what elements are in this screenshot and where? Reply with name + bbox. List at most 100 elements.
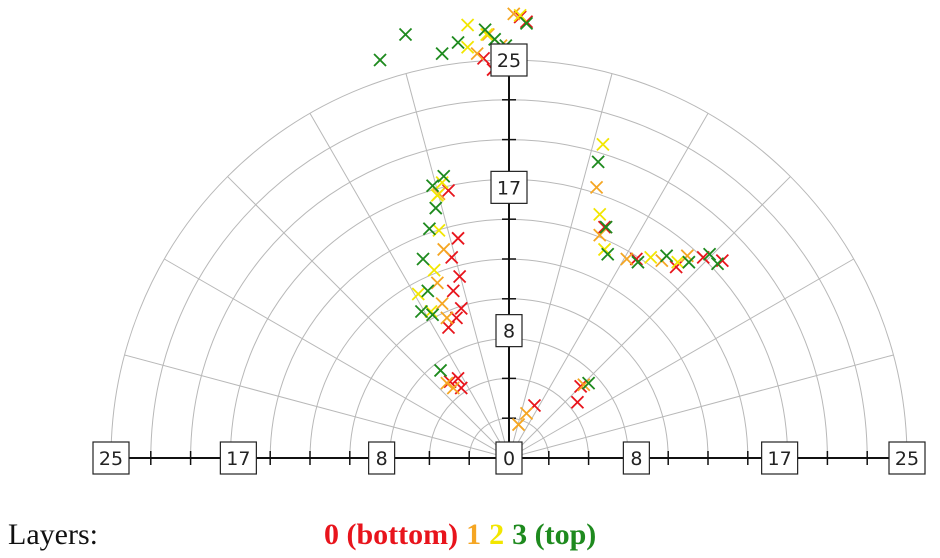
- point-layer2-2: [427, 263, 441, 277]
- point-layer0-20: [669, 260, 683, 274]
- tick-label-up-17: 17: [490, 170, 528, 204]
- chart-axes: [111, 60, 907, 465]
- point-layer1-3: [440, 376, 454, 390]
- svg-text:8: 8: [376, 448, 388, 470]
- point-layer0-9: [446, 284, 460, 298]
- point-layer0-18: [597, 220, 612, 234]
- grid-spoke-5: [508, 73, 613, 459]
- tick-label-left-17: 17: [219, 441, 257, 475]
- tick-label-right-8: 8: [622, 441, 650, 475]
- grid-spoke-9: [227, 176, 510, 459]
- svg-text:0: 0: [503, 448, 515, 470]
- point-layer0-1: [570, 395, 585, 409]
- point-layer0-19: [629, 252, 643, 266]
- point-layer0-21: [696, 250, 710, 265]
- point-layer1-16: [620, 252, 634, 266]
- point-layer3-0: [581, 376, 596, 390]
- legend-entry-layer-2: 2: [489, 518, 505, 551]
- grid-spoke-7: [405, 73, 510, 459]
- point-layer1-0: [511, 417, 526, 432]
- point-layer0-2: [574, 379, 588, 393]
- point-layer3-13: [451, 35, 465, 50]
- point-layer2-1: [411, 287, 425, 301]
- point-layer3-12: [435, 46, 449, 61]
- point-layer0-14: [476, 51, 491, 66]
- point-layer1-8: [437, 242, 451, 257]
- svg-text:8: 8: [503, 321, 515, 343]
- point-layer2-14: [596, 137, 610, 152]
- point-layer0-10: [453, 269, 467, 284]
- point-layer3-11: [398, 27, 413, 42]
- point-layer0-3: [443, 374, 457, 389]
- point-layer3-15: [488, 32, 502, 46]
- polar-scatter-chart: 0 8 8 8 17 17 17 25 25 25: [92, 7, 926, 475]
- point-layer3-4: [421, 284, 435, 298]
- svg-text:25: 25: [497, 50, 521, 72]
- point-layer2-0: [424, 304, 438, 319]
- point-layer3-17: [519, 16, 534, 31]
- point-layer3-7: [429, 201, 443, 215]
- legend-entry-layer-1: 1: [466, 518, 482, 551]
- point-layer2-12: [644, 250, 658, 265]
- point-layer1-4: [446, 381, 460, 395]
- point-layer2-13: [671, 255, 685, 269]
- point-layer1-10: [470, 46, 484, 61]
- svg-text:8: 8: [630, 448, 642, 470]
- point-layer2-7: [480, 27, 494, 42]
- point-layer1-14: [593, 228, 607, 242]
- point-layer3-6: [422, 222, 437, 236]
- svg-text:17: 17: [226, 448, 250, 470]
- tick-label-up-8: 8: [495, 314, 523, 348]
- point-layer3-24: [702, 247, 717, 261]
- point-layer3-3: [425, 308, 440, 322]
- point-layer1-7: [430, 276, 444, 290]
- point-layer1-6: [435, 296, 449, 311]
- tick-label-left-25: 25: [92, 441, 130, 475]
- point-layer0-12: [451, 231, 465, 245]
- point-layer0-8: [454, 301, 468, 315]
- grid-spoke-2: [508, 258, 854, 459]
- tick-label-up-25: 25: [490, 43, 528, 77]
- point-layer3-5: [416, 252, 430, 266]
- tick-labels: 0 8 8 8 17 17 17 25 25 25: [92, 43, 926, 475]
- point-layer1-1: [519, 406, 534, 421]
- point-layer2-10: [593, 207, 607, 222]
- tick-label-right-17: 17: [761, 441, 799, 475]
- legend-title: Layers:: [8, 518, 98, 551]
- point-layer3-19: [591, 155, 605, 169]
- point-layer3-25: [710, 257, 725, 271]
- legend-entry-layer-3: 3 (top): [512, 518, 597, 551]
- point-layer2-8: [460, 18, 475, 32]
- grid-spoke-3: [508, 176, 791, 459]
- grid-spoke-10: [164, 258, 510, 459]
- legend-entry-layer-0: 0 (bottom): [324, 518, 459, 551]
- tick-label-left-8: 8: [368, 441, 396, 475]
- grid-spoke-1: [508, 354, 894, 459]
- point-layer3-10: [373, 53, 387, 67]
- point-layer1-2: [577, 378, 591, 392]
- tick-label-right-25: 25: [888, 441, 926, 475]
- svg-text:25: 25: [99, 448, 123, 470]
- svg-text:17: 17: [768, 448, 792, 470]
- point-layer3-9: [437, 169, 451, 183]
- point-layer2-4: [430, 188, 444, 202]
- layers-legend: Layers: 0 (bottom) 1 2 3 (top): [8, 518, 928, 554]
- point-layer3-20: [601, 247, 615, 261]
- point-layer3-1: [433, 363, 448, 378]
- data-points: [373, 7, 729, 432]
- point-layer1-15: [589, 180, 604, 194]
- point-layer3-8: [425, 179, 440, 193]
- point-layer3-21: [631, 255, 645, 269]
- legend-entries: 0 (bottom) 1 2 3 (top): [324, 518, 604, 552]
- point-layer3-22: [659, 249, 674, 263]
- svg-text:25: 25: [895, 448, 919, 470]
- point-layer3-23: [682, 255, 696, 269]
- point-layer3-18: [599, 220, 613, 234]
- point-layer1-5: [440, 311, 454, 325]
- grid-spoke-8: [309, 113, 510, 459]
- point-layer0-4: [451, 371, 465, 386]
- point-layer3-2: [414, 304, 429, 319]
- grid-spoke-4: [508, 113, 709, 459]
- grid-spoke-11: [124, 354, 510, 459]
- tick-label-origin: 0: [495, 441, 523, 475]
